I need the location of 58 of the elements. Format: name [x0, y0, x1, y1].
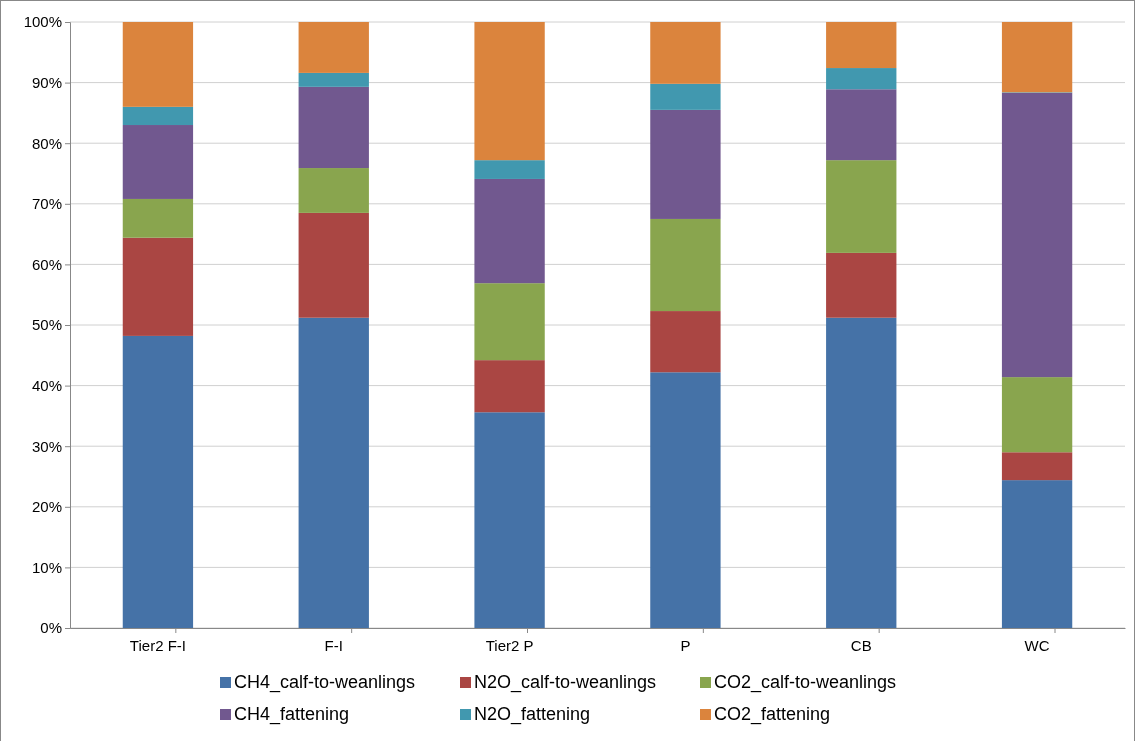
bar	[298, 168, 369, 213]
y-tick-label: 70%	[31, 195, 62, 213]
bar	[1001, 92, 1073, 378]
bar	[1001, 480, 1073, 628]
bar	[474, 360, 545, 413]
bar	[298, 86, 369, 169]
y-tick-label: 0%	[40, 619, 62, 637]
y-tick-label: 90%	[31, 73, 62, 91]
bar	[122, 335, 194, 628]
x-tick-label: CB	[850, 636, 872, 654]
bar	[474, 160, 545, 179]
bar	[826, 160, 897, 253]
legend-label: CO2_calf-to-weanlings	[714, 672, 897, 693]
y-tick-label: 60%	[31, 255, 62, 273]
x-tick-label: F-I	[324, 636, 343, 654]
bar	[298, 22, 369, 73]
legend-label: CO2_fattening	[714, 704, 831, 725]
bar	[474, 178, 545, 284]
bar	[122, 198, 194, 238]
bar	[298, 72, 369, 87]
bar	[1001, 452, 1073, 481]
y-tick-label: 10%	[31, 558, 62, 576]
y-tick-label: 30%	[31, 437, 62, 455]
y-tick-label: 100%	[23, 13, 62, 31]
bar	[650, 218, 721, 312]
x-tick-label: Tier2 F-I	[129, 636, 186, 654]
bar	[474, 22, 545, 161]
x-tick-label: P	[680, 636, 691, 654]
bar	[122, 125, 194, 199]
bar	[650, 22, 721, 84]
bar	[650, 372, 721, 628]
bar	[474, 283, 545, 361]
bar	[826, 317, 897, 628]
legend-label: N2O_fattening	[474, 704, 591, 725]
legend-label: CH4_calf-to-weanlings	[234, 672, 416, 693]
bar	[298, 317, 369, 628]
y-tick-label: 50%	[31, 316, 62, 334]
bar	[122, 237, 194, 336]
y-tick-label: 40%	[31, 376, 62, 394]
bar	[1001, 377, 1073, 453]
bar	[826, 68, 897, 90]
bar	[826, 252, 897, 318]
bar	[650, 109, 721, 219]
bar	[122, 22, 194, 107]
y-tick-label: 20%	[31, 498, 62, 516]
bar	[1001, 22, 1073, 93]
bar	[650, 83, 721, 110]
legend-label: CH4_fattening	[234, 704, 350, 725]
x-tick-label: WC	[1024, 636, 1050, 654]
y-tick-label: 80%	[31, 134, 62, 152]
x-tick-label: Tier2 P	[485, 636, 534, 654]
bar	[650, 311, 721, 373]
bar	[474, 412, 545, 628]
bar	[122, 106, 194, 126]
bar	[826, 89, 897, 161]
legend-label: N2O_calf-to-weanlings	[474, 672, 657, 693]
bar	[298, 212, 369, 318]
bar	[826, 22, 897, 69]
